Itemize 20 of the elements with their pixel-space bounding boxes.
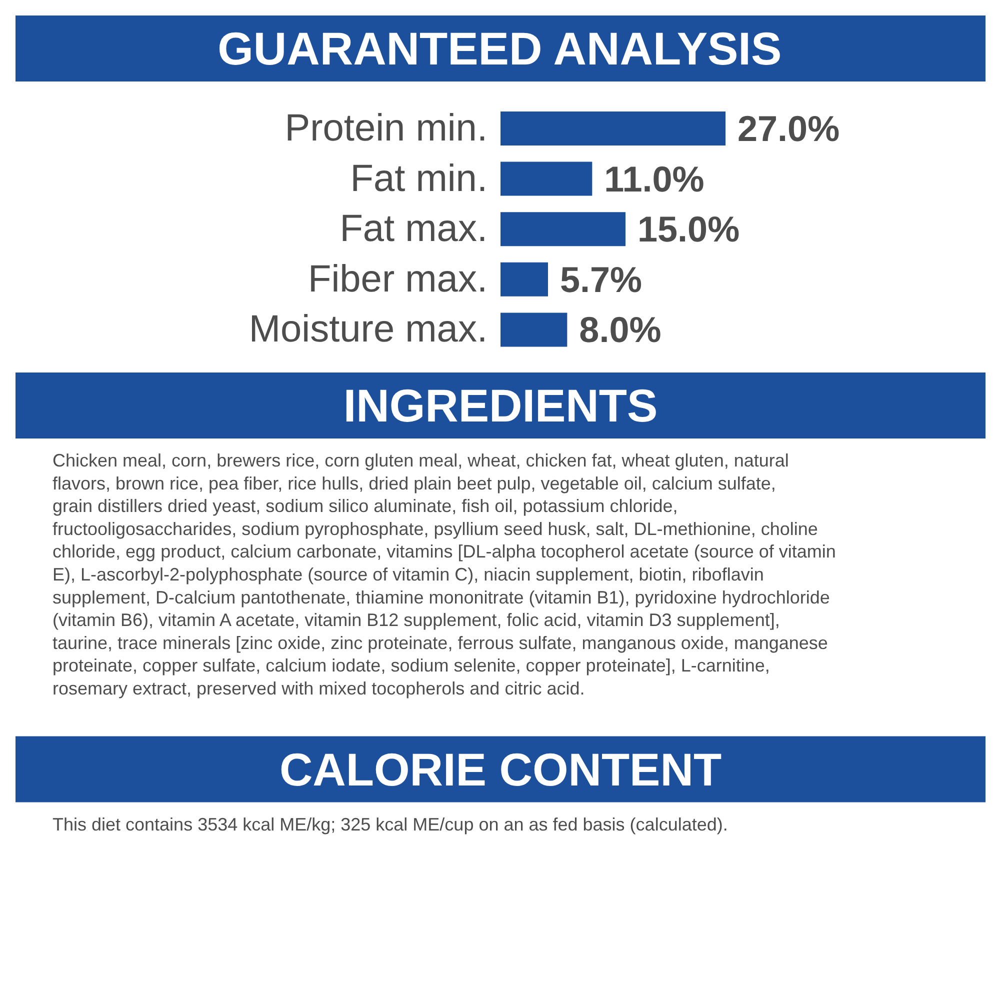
y-tick-label: Protein min.: [284, 108, 488, 150]
data-label: 5.7%: [560, 258, 642, 300]
data-label: 15.0%: [638, 208, 740, 250]
data-label: 8.0%: [579, 309, 662, 350]
y-tick-label: Fat max.: [340, 208, 488, 250]
data-label: 27.0%: [738, 108, 840, 149]
bar: [500, 162, 592, 196]
text: Chicken meal, corn, brewers rice, corn gluten meal, wheat, chicken fat, wheat gluten, natural flavors, brown rice, pea fiber, rice hulls, dried plain beet pulp, vegetable oil, calcium sulfate, grain distillers dried yeast, sodium silico aluminate, fish oil, potassium chloride, fructooligosaccharides, sodium pyrophosphate, psyllium seed husk, salt, DL-methionine, choline chloride, egg product, calcium carbonate, vitamins [DL-alpha tocopherol acetate (source of vitamin E), L-ascorbyl-2-polyphosphate (source of vitamin C), niacin supplement, biotin, riboflavin supplement, D-calcium pantothenate, thiamine mononitrate (vitamin B1), pyridoxine hydrochloride (vitamin B6), vitamin A acetate, vitamin B12 supplement, folic acid, vitamin D3 supplement], taurine, trace minerals [zinc oxide, zinc proteinate, ferrous sulfate, manganous oxide, manganese proteinate, copper sulfate, calcium iodate, sodium selenite, copper proteinate], L-carnitine, rosemary extract, preserved with mixed tocopherols and citric acid.: [52, 450, 836, 698]
text: CALORIE CONTENT: [279, 743, 722, 796]
bar: [500, 312, 568, 347]
bar: [500, 262, 548, 296]
y-tick-label: Fat min.: [350, 158, 488, 200]
y-tick-label: Moisture max.: [248, 308, 488, 351]
text: INGREDIENTS: [343, 380, 658, 432]
y-tick-label: Fiber max.: [308, 258, 488, 300]
text: This diet contains 3534 kcal ME/kg; 325 kcal ME/cup on an as fed basis (calculated).: [52, 814, 728, 834]
bar: [500, 112, 726, 146]
chart-title: GUARANTEED ANALYSIS: [218, 22, 782, 74]
data-label: 11.0%: [604, 158, 704, 200]
bar: [500, 212, 626, 246]
